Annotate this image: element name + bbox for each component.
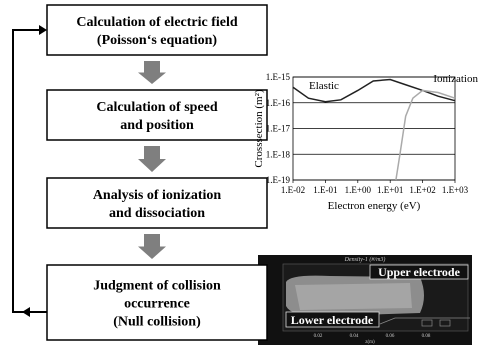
x-tick-label: 1.E+01	[377, 185, 403, 195]
density-x-tick: 0.08	[422, 334, 431, 339]
flow-text: and dissociation	[109, 206, 205, 221]
upper-electrode-label: Upper electrode	[378, 265, 461, 279]
flow-text: (Null collision)	[113, 315, 201, 330]
x-tick-label: 1.E-02	[281, 185, 305, 195]
y-tick-label: 1.E-17	[266, 124, 291, 134]
x-axis-label: z(m)	[365, 340, 375, 345]
x-tick-label: 1.E+00	[345, 185, 372, 195]
flow-text: occurrence	[124, 297, 190, 312]
flow-arrow	[138, 234, 166, 259]
arrow-head	[22, 307, 30, 317]
series-label: Elastic	[309, 80, 339, 92]
arrow-head	[39, 25, 47, 35]
feedback-line	[13, 30, 47, 312]
x-axis-label: Electron energy (eV)	[328, 200, 421, 212]
flow-text: Analysis of ionization	[93, 188, 222, 203]
y-tick-label: 1.E-19	[266, 175, 291, 185]
density-x-tick: 0.06	[386, 334, 395, 339]
flow-text: Calculation of speed	[96, 100, 218, 115]
page: Density-1 (#/m3) Upper electrode Lower e…	[0, 0, 481, 347]
flow-text: Calculation of electric field	[76, 15, 238, 30]
y-tick-label: 1.E-15	[266, 72, 291, 82]
x-tick-label: 1.E+02	[409, 185, 435, 195]
y-tick-label: 1.E-16	[266, 98, 291, 108]
x-tick-label: 1.E-01	[313, 185, 337, 195]
x-tick-label: 1.E+03	[442, 185, 469, 195]
y-axis-label: Crosssection (m²)	[253, 89, 265, 167]
density-x-tick: 0.02	[314, 334, 323, 339]
y-tick-label: 1.E-18	[266, 149, 291, 159]
flow-text: (Poisson‘s equation)	[97, 33, 218, 48]
flow-arrow	[138, 146, 166, 172]
flow-text: Judgment of collision	[93, 279, 221, 294]
density-x-tick: 0.04	[350, 334, 359, 339]
flow-text: and position	[120, 118, 194, 133]
series-label: Ionization	[433, 73, 478, 85]
density-map: Density-1 (#/m3) Upper electrode Lower e…	[258, 255, 472, 345]
density-title: Density-1 (#/m3)	[344, 256, 386, 263]
flow-arrow	[138, 61, 166, 84]
lower-electrode-label: Lower electrode	[291, 313, 374, 327]
